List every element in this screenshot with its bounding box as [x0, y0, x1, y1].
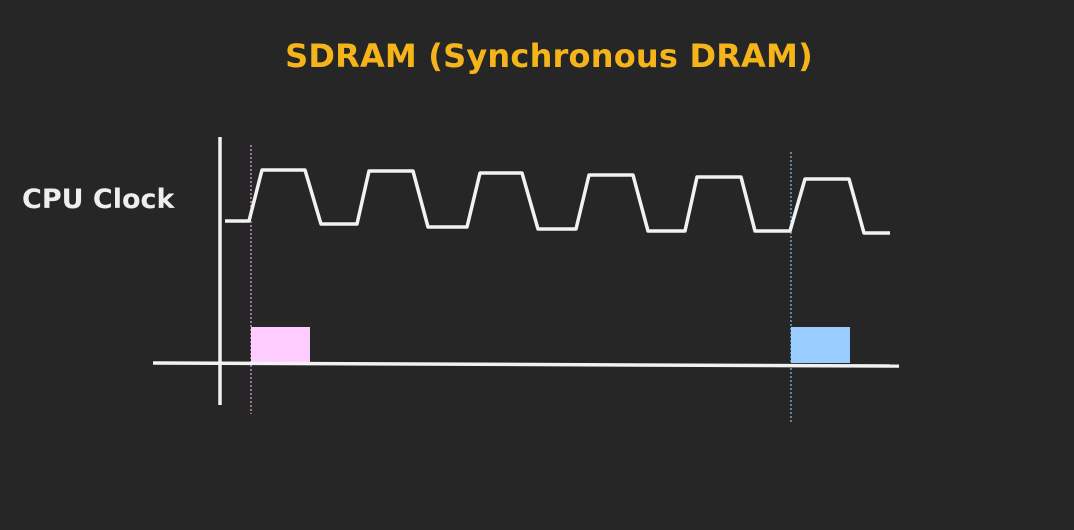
response-marker [791, 327, 850, 363]
cpu-clock-waveform [225, 168, 890, 235]
horizontal-axis [152, 361, 900, 368]
cpu-clock-label: CPU Clock [22, 184, 175, 215]
slide-title: SDRAM (Synchronous DRAM) [285, 37, 813, 75]
request-marker [251, 327, 310, 363]
